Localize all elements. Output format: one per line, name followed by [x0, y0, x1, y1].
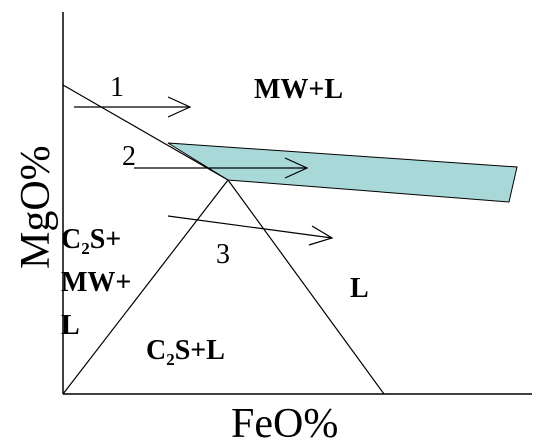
triangle-left-edge [62, 179, 229, 395]
svg-text:C2S+: C2S+ [61, 224, 121, 258]
shaded-band [167, 142, 518, 203]
path-arrow-3 [167, 215, 334, 246]
region-label-c2s-l: C2S+L [146, 335, 225, 369]
region-label-c2s-mw-l: C2S+ MW+ L [61, 224, 131, 341]
path-arrow-2 [134, 157, 309, 179]
path-arrow-1 [74, 96, 192, 118]
region-label-l: L [350, 273, 369, 304]
path-label-2: 2 [122, 141, 136, 172]
x-axis-label: FeO% [231, 401, 338, 443]
path-label-3: 3 [216, 239, 230, 270]
boundary-line-upper [62, 84, 229, 181]
triangle-right-edge [227, 179, 385, 395]
path-label-1: 1 [110, 72, 124, 103]
y-axis-label: MgO% [13, 145, 59, 269]
region-label-mw-l: MW+L [254, 74, 343, 105]
svg-text:MW+: MW+ [61, 267, 131, 298]
svg-text:L: L [61, 310, 80, 341]
